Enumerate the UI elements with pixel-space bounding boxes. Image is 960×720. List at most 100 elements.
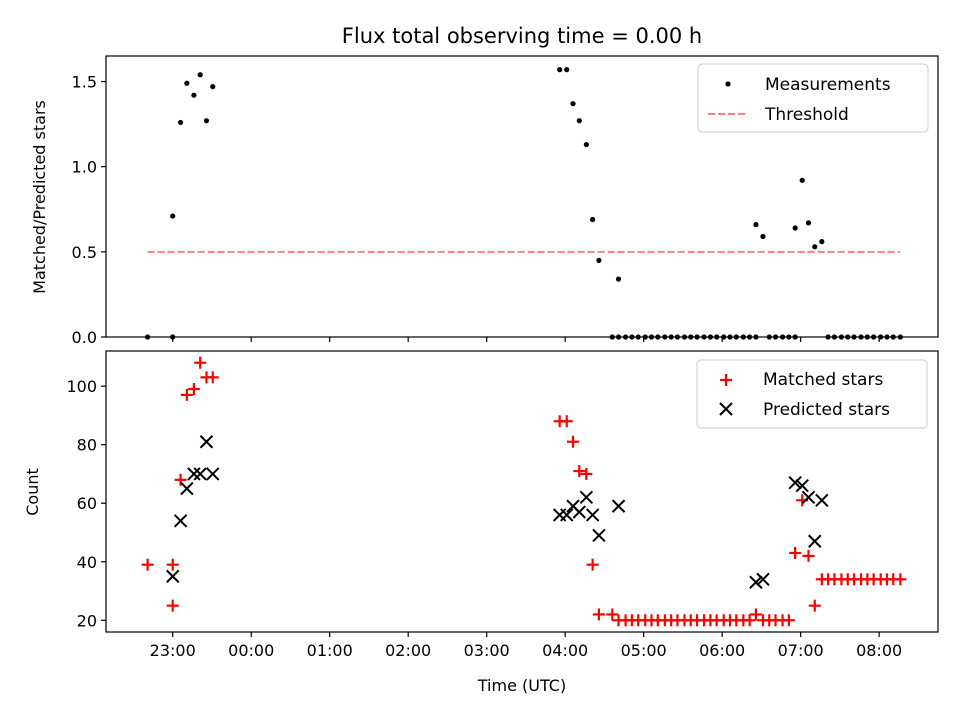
matched-point [180, 388, 193, 401]
measurement-point [819, 239, 825, 245]
measurement-point [760, 233, 766, 240]
count-plot-frame [105, 350, 939, 633]
count-y-axis: 20 40 60 80 100 [66, 377, 106, 630]
predicted-point [788, 476, 802, 490]
matched-point [802, 549, 815, 562]
predicted-point [579, 490, 594, 505]
matched-point [194, 356, 207, 369]
predicted-point [187, 467, 201, 481]
ratio-legend: Measurements Threshold [697, 63, 929, 133]
predicted-point [756, 572, 770, 587]
matched-point [586, 558, 599, 571]
matched-point [580, 467, 593, 480]
measurement-point [576, 118, 582, 124]
matched-point [166, 558, 179, 571]
predicted-point [808, 534, 822, 548]
predicted-point [173, 514, 188, 528]
x-tick-label: 02:00 [385, 641, 431, 660]
ratio-plot-frame [105, 55, 939, 338]
predicted-point [560, 508, 574, 522]
y-tick-label: 20 [77, 611, 97, 630]
count-legend: Matched stars Predicted stars [696, 359, 928, 429]
matched-point [206, 371, 219, 384]
matched-point [749, 608, 762, 621]
measurement-point [615, 276, 622, 282]
count-panel: 20 40 60 80 100 23:00 00:00 01:00 02:00 03:00 04:… [23, 350, 939, 695]
count-x-axis: 23:00 00:00 01:00 02:00 03:00 04:00 05:00 06:00… [150, 632, 902, 660]
legend-matched-label: Matched stars [763, 370, 883, 390]
measurement-point [799, 177, 805, 183]
measurement-point [590, 216, 596, 223]
x-tick-label: 01:00 [307, 641, 353, 660]
matched-point [782, 614, 795, 627]
x-axis-label: Time (UTC) [477, 676, 566, 695]
y-tick-label: 60 [77, 494, 97, 513]
y-tick-label: 100 [66, 377, 97, 396]
ratio-legend-box [697, 63, 929, 133]
y-tick-label: 1.0 [72, 158, 97, 177]
matched-point [606, 608, 619, 621]
ratio-y-axis: 0.0 0.5 1.0 1.5 [72, 73, 106, 347]
matched-point [573, 465, 586, 478]
predicted-point [166, 569, 180, 584]
measurement-point [564, 67, 570, 73]
y-tick-label: 0.0 [72, 328, 97, 347]
legend-predicted-marker [719, 402, 733, 416]
x-tick-label: 03:00 [464, 641, 510, 660]
predicted-point [815, 493, 829, 507]
count-marks [141, 356, 907, 627]
measurement-point [210, 84, 216, 90]
measurement-point [596, 257, 602, 263]
measurement-point [197, 72, 203, 78]
matched-point [174, 473, 187, 486]
measurement-point [184, 80, 190, 86]
y-tick-label: 1.5 [72, 73, 97, 92]
measurement-point [170, 213, 176, 219]
matched-point [567, 435, 580, 448]
measurement-point [177, 119, 184, 126]
x-tick-label: 07:00 [778, 641, 824, 660]
matched-point [743, 614, 756, 627]
matched-point [789, 546, 802, 559]
predicted-point [180, 481, 194, 496]
measurement-point [792, 225, 798, 231]
predicted-point [199, 435, 214, 449]
measurement-point [191, 92, 197, 98]
x-tick-label: 06:00 [699, 641, 745, 660]
legend-predicted-label: Predicted stars [763, 400, 890, 420]
x-tick-label: 00:00 [228, 641, 274, 660]
predicted-point [193, 467, 207, 481]
matched-point [166, 599, 179, 612]
predicted-point [749, 575, 763, 589]
x-tick-label: 04:00 [542, 641, 588, 660]
y-tick-label: 40 [77, 553, 97, 572]
matched-point [894, 573, 907, 586]
ratio-panel: 0.0 0.5 1.0 1.5 Matched/Predicted stars Mea… [30, 55, 939, 347]
legend-measurements-marker [725, 81, 731, 87]
legend-measurements-label: Measurements [765, 75, 891, 95]
predicted-point [572, 505, 587, 519]
measurement-point [812, 244, 818, 250]
measurement-point [557, 67, 563, 73]
count-y-axis-label: Count [23, 468, 42, 516]
x-tick-label: 05:00 [621, 641, 667, 660]
measurement-point [805, 220, 812, 226]
x-tick-label: 08:00 [856, 641, 902, 660]
chart-title: Flux total observing time = 0.00 h [342, 24, 702, 48]
matched-point [560, 415, 573, 428]
predicted-point [795, 478, 809, 493]
predicted-point [592, 528, 606, 543]
matched-point [141, 558, 154, 571]
ratio-y-axis-label: Matched/Predicted stars [30, 100, 49, 294]
legend-threshold-label: Threshold [764, 105, 849, 125]
matched-point [187, 383, 200, 396]
y-tick-label: 0.5 [72, 243, 97, 262]
measurement-point [203, 118, 210, 124]
predicted-point [801, 490, 816, 505]
legend-matched-marker [720, 374, 732, 386]
predicted-point [206, 467, 220, 481]
matched-point [592, 608, 605, 621]
count-legend-box [696, 359, 928, 429]
predicted-point [585, 508, 600, 522]
